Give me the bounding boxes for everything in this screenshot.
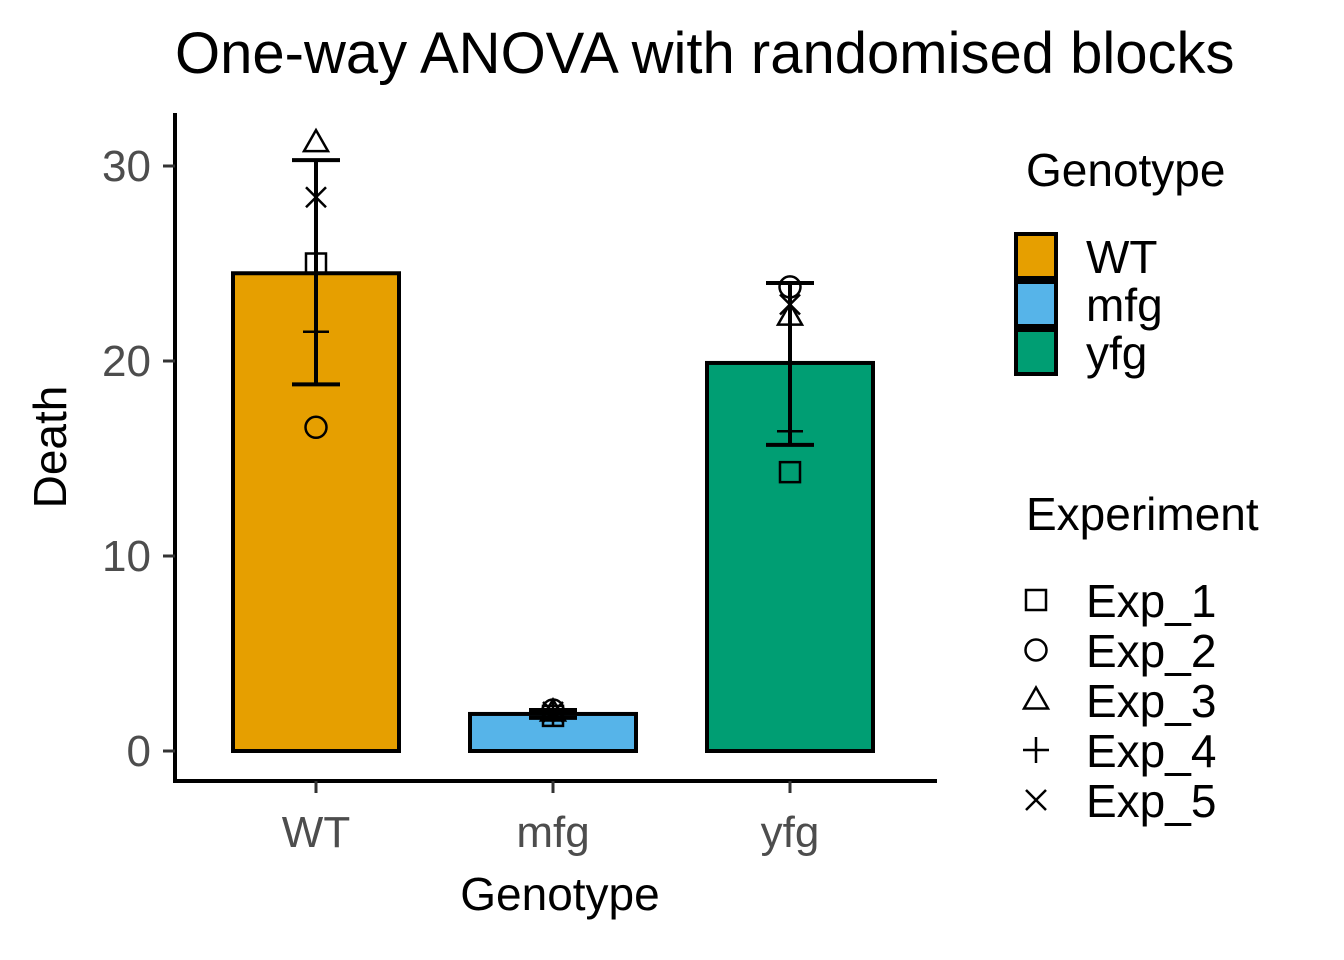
legend-key-circle [1024, 638, 1048, 662]
error-bar-mfg [529, 708, 577, 720]
legend-key-plus [1023, 737, 1049, 763]
x-axis-ticks: WT mfg yfg [282, 781, 820, 857]
legend-item-Exp_3: Exp_3 [1021, 675, 1216, 727]
legend-item-Exp_2: Exp_2 [1024, 625, 1216, 677]
error-bar-WT [292, 158, 340, 387]
legend-item-WT: WT [1014, 231, 1158, 283]
y-tick-label: 10 [102, 532, 151, 581]
legend-label: yfg [1086, 327, 1147, 379]
legend-label: Exp_4 [1086, 725, 1216, 777]
y-tick-label: 20 [102, 337, 151, 386]
y-axis-title: Death [24, 386, 76, 509]
legend-item-mfg: mfg [1014, 279, 1163, 331]
legend-label: WT [1086, 231, 1158, 283]
legend-swatch [1014, 280, 1058, 328]
error-bar-yfg [766, 281, 814, 447]
plot-area [231, 127, 875, 754]
legend-label: Exp_1 [1086, 575, 1216, 627]
legend-label: mfg [1086, 279, 1163, 331]
legend-label: Exp_2 [1086, 625, 1216, 677]
legend-item-Exp_1: Exp_1 [1024, 575, 1216, 627]
legend-label: Exp_5 [1086, 775, 1216, 827]
legend-swatch [1014, 328, 1058, 376]
legend: GenotypeWTmfgyfgExperimentExp_1Exp_2Exp_… [1014, 144, 1259, 827]
point-WT-Exp_2 [304, 415, 328, 440]
x-tick-label: WT [282, 808, 350, 857]
legend-title-experiment: Experiment [1026, 488, 1259, 540]
legend-key-triangle [1021, 684, 1051, 710]
x-axis-title: Genotype [460, 868, 659, 920]
legend-key-cross [1025, 789, 1047, 811]
legend-item-Exp_4: Exp_4 [1023, 725, 1216, 777]
y-axis-ticks: 0 10 20 30 [102, 142, 175, 776]
legend-label: Exp_3 [1086, 675, 1216, 727]
chart-title: One-way ANOVA with randomised blocks [175, 21, 1235, 86]
point-WT-Exp_3 [301, 127, 331, 153]
y-tick-label: 0 [127, 727, 151, 776]
x-tick-label: mfg [516, 808, 589, 857]
legend-item-yfg: yfg [1014, 327, 1147, 379]
legend-title-genotype: Genotype [1026, 144, 1225, 196]
legend-key-square [1024, 588, 1048, 612]
legend-item-Exp_5: Exp_5 [1025, 775, 1216, 827]
point-yfg-Exp_1 [778, 460, 802, 484]
legend-swatch [1014, 232, 1058, 280]
y-tick-label: 30 [102, 142, 151, 191]
x-tick-label: yfg [761, 808, 820, 857]
